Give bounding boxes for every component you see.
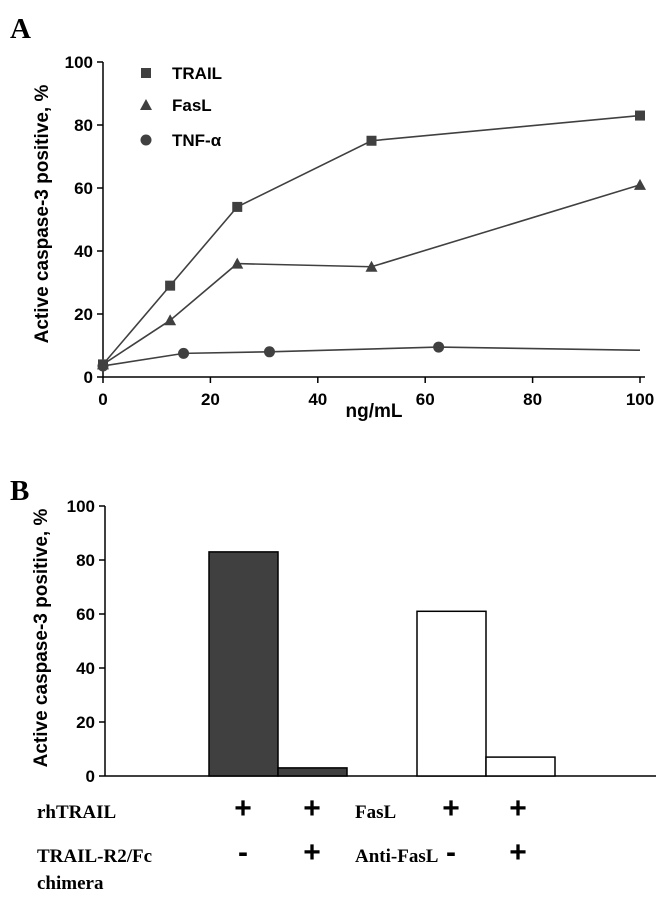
panel-a-legend: TRAIL FasL TNF-α xyxy=(140,64,222,150)
y-tick-label: 0 xyxy=(86,767,95,786)
panel-b-y-axis-title: Active caspase-3 positive, % xyxy=(31,509,52,768)
x-tick-label: 20 xyxy=(201,390,220,409)
panel-a-x-ticks: 0 20 40 60 80 100 xyxy=(98,377,654,409)
x-tick-label: 0 xyxy=(98,390,107,409)
legend-triangle-marker xyxy=(140,99,152,110)
treatment-table: rhTRAIL FasL TRAIL-R2/Fc Anti-FasL chime… xyxy=(37,802,438,894)
plus-sign: + xyxy=(303,836,321,869)
series-line xyxy=(102,184,641,366)
y-tick-label: 40 xyxy=(74,242,93,261)
panel-a-axes xyxy=(102,62,645,378)
data-point-square xyxy=(366,135,377,146)
plus-sign: + xyxy=(509,792,527,825)
data-point-triangle xyxy=(164,314,177,326)
treatment-signs: + + + + - + - + xyxy=(234,792,527,869)
plus-sign: + xyxy=(303,792,321,825)
panel-b-y-ticks: 0 20 40 60 80 100 xyxy=(67,497,105,786)
plus-sign: + xyxy=(509,836,527,869)
panel-b-letter: B xyxy=(10,475,29,507)
plus-sign: + xyxy=(234,792,252,825)
row-label-trail-r2-fc: TRAIL-R2/Fc xyxy=(37,846,152,867)
row-label-fasl: FasL xyxy=(355,802,396,823)
data-point-square xyxy=(165,280,176,291)
row-label-chimera: chimera xyxy=(37,873,104,894)
bar xyxy=(485,756,556,777)
data-point-triangle xyxy=(231,257,244,269)
panel-b-axes xyxy=(104,506,656,777)
data-point-triangle xyxy=(634,178,646,190)
series-line xyxy=(102,114,641,365)
x-tick-label: 100 xyxy=(626,390,654,409)
panel-a-y-axis-title: Active caspase-3 positive, % xyxy=(32,85,53,344)
data-point-circle xyxy=(178,347,190,359)
data-point-square xyxy=(635,110,645,121)
y-tick-label: 60 xyxy=(76,605,95,624)
legend-label-trail: TRAIL xyxy=(172,64,222,83)
legend-circle-marker xyxy=(140,134,152,146)
panel-a-letter: A xyxy=(10,13,31,45)
minus-sign: - xyxy=(238,836,248,869)
legend-label-tnf: TNF-α xyxy=(172,131,222,150)
y-tick-label: 0 xyxy=(84,368,93,387)
data-point-circle xyxy=(433,341,445,353)
row-label-rhtrail: rhTRAIL xyxy=(37,802,116,823)
panel-a-y-ticks: 0 20 40 60 80 100 xyxy=(65,53,103,387)
x-tick-label: 80 xyxy=(523,390,542,409)
legend-label-fasl: FasL xyxy=(172,96,212,115)
y-tick-label: 100 xyxy=(65,53,93,72)
row-label-anti-fasl: Anti-FasL xyxy=(355,846,438,867)
y-tick-label: 20 xyxy=(76,713,95,732)
y-tick-label: 40 xyxy=(76,659,95,678)
y-tick-label: 80 xyxy=(74,116,93,135)
data-point-circle xyxy=(263,346,275,358)
minus-sign: - xyxy=(446,836,456,869)
legend-square-marker xyxy=(141,68,151,78)
panel-b-bars xyxy=(208,551,556,777)
data-point-circle xyxy=(97,360,109,372)
bar xyxy=(416,610,487,777)
data-point-square xyxy=(232,201,243,212)
x-tick-label: 60 xyxy=(416,390,435,409)
y-tick-label: 60 xyxy=(74,179,93,198)
y-tick-label: 80 xyxy=(76,551,95,570)
bar xyxy=(277,767,348,777)
plus-sign: + xyxy=(442,792,460,825)
y-tick-label: 100 xyxy=(67,497,95,516)
bar xyxy=(208,551,279,777)
x-tick-label: 40 xyxy=(308,390,327,409)
panel-a-series xyxy=(97,110,646,372)
panel-a-x-axis-title: ng/mL xyxy=(346,401,403,422)
y-tick-label: 20 xyxy=(74,305,93,324)
data-point-triangle xyxy=(365,260,378,272)
